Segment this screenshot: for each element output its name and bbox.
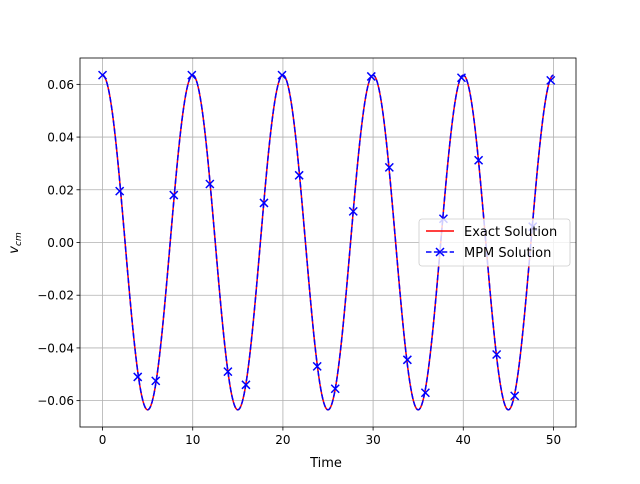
- y-axis-label-main: v: [7, 246, 22, 254]
- legend-mpm-label: MPM Solution: [464, 246, 551, 261]
- mpm-marker: [241, 380, 251, 390]
- legend-box: [418, 218, 571, 267]
- mpm-marker: [420, 388, 430, 398]
- mpm-markers: [98, 70, 556, 401]
- mpm-marker: [456, 73, 466, 83]
- y-axis-label-subscript: cm: [14, 232, 24, 246]
- legend-mpm-marker: [435, 247, 445, 257]
- x-axis-label: Time: [309, 456, 342, 471]
- mpm-marker: [294, 170, 304, 180]
- mpm-marker: [277, 70, 287, 80]
- y-tick-label: 0.02: [47, 183, 74, 197]
- x-axis: 0 10 20 30 40 50: [99, 427, 561, 447]
- mpm-marker: [259, 198, 269, 208]
- mpm-marker: [151, 376, 161, 386]
- mpm-marker: [492, 349, 502, 360]
- data-lines: [102, 74, 554, 411]
- y-tick-label: −0.02: [37, 289, 74, 303]
- mpm-marker: [546, 75, 556, 85]
- y-axis-label: vcm: [7, 232, 24, 254]
- mpm-marker: [474, 155, 484, 165]
- mpm-marker: [384, 162, 394, 172]
- mpm-marker: [312, 361, 322, 371]
- mpm-marker: [205, 179, 215, 189]
- x-tick-label: 0: [99, 433, 107, 447]
- mpm-marker: [402, 355, 412, 365]
- legend: Exact Solution MPM Solution: [418, 218, 571, 267]
- legend-exact-label: Exact Solution: [464, 225, 557, 240]
- x-tick-label: 40: [456, 433, 471, 447]
- y-tick-label: −0.06: [37, 394, 74, 408]
- mpm-marker: [169, 190, 179, 200]
- mpm-marker: [133, 372, 143, 382]
- mpm-marker: [223, 367, 233, 377]
- x-tick-label: 50: [546, 433, 561, 447]
- x-tick-label: 30: [365, 433, 380, 447]
- mpm-marker: [510, 391, 520, 401]
- mpm-marker: [366, 71, 376, 81]
- mpm-solution-line: [102, 74, 554, 411]
- mpm-marker: [348, 206, 358, 216]
- x-tick-label: 10: [185, 433, 200, 447]
- mpm-marker: [115, 186, 125, 196]
- mpm-marker: [98, 70, 108, 80]
- mpm-marker: [330, 384, 340, 394]
- mpm-marker: [187, 70, 197, 80]
- x-tick-label: 20: [275, 433, 290, 447]
- y-tick-label: 0.06: [47, 78, 74, 92]
- y-tick-label: 0.00: [47, 236, 74, 250]
- y-tick-label: 0.04: [47, 131, 74, 145]
- y-axis: −0.06 −0.04 −0.02 0.00 0.02 0.04 0.06: [37, 78, 80, 408]
- y-tick-label: −0.04: [37, 341, 74, 355]
